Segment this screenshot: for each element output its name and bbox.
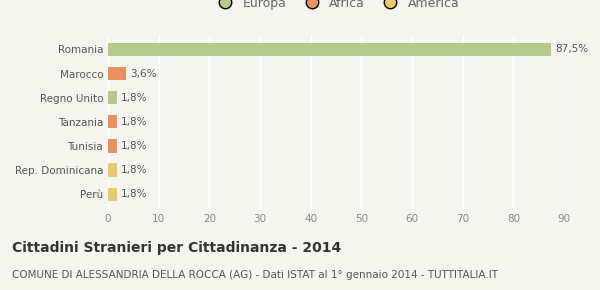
Text: 3,6%: 3,6% (130, 68, 157, 79)
Bar (108, 139, 117, 153)
Text: 1,8%: 1,8% (121, 165, 148, 175)
Bar (108, 43, 551, 56)
Text: 1,8%: 1,8% (121, 141, 148, 151)
Bar (108, 91, 117, 104)
Text: 1,8%: 1,8% (121, 117, 148, 127)
Bar (108, 164, 117, 177)
Text: 1,8%: 1,8% (121, 189, 148, 199)
Bar (108, 188, 117, 201)
Text: Cittadini Stranieri per Cittadinanza - 2014: Cittadini Stranieri per Cittadinanza - 2… (12, 241, 341, 255)
Bar (108, 67, 126, 80)
Bar (108, 115, 117, 128)
Text: 87,5%: 87,5% (556, 44, 589, 54)
Text: COMUNE DI ALESSANDRIA DELLA ROCCA (AG) - Dati ISTAT al 1° gennaio 2014 - TUTTITA: COMUNE DI ALESSANDRIA DELLA ROCCA (AG) -… (12, 270, 498, 280)
Legend: Europa, Africa, America: Europa, Africa, America (208, 0, 464, 14)
Text: 1,8%: 1,8% (121, 93, 148, 103)
